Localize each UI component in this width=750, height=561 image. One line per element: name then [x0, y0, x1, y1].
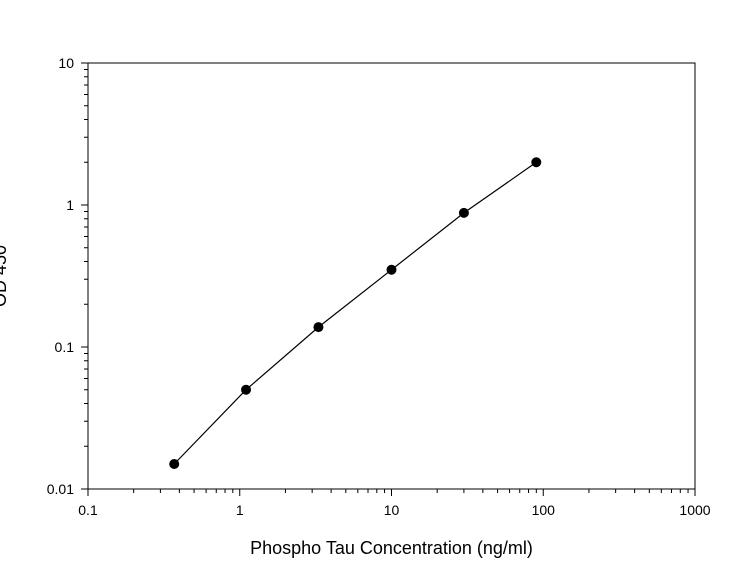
plot-area-frame	[87, 62, 696, 490]
y-tick-label: 10	[58, 55, 74, 71]
y-tick-label: 0.1	[55, 339, 75, 355]
x-tick-label: 0.1	[78, 502, 98, 518]
x-tick-label: 1	[236, 502, 244, 518]
y-tick-label: 1	[66, 197, 74, 213]
data-point	[169, 458, 180, 469]
data-point	[531, 157, 542, 168]
x-axis-title: Phospho Tau Concentration (ng/ml)	[250, 538, 533, 558]
data-series	[169, 157, 542, 469]
series-line	[173, 161, 537, 465]
data-point	[458, 207, 469, 218]
y-tick-label: 0.01	[47, 481, 74, 497]
data-point	[241, 384, 252, 395]
x-tick-label: 10	[384, 502, 400, 518]
data-point	[313, 322, 324, 333]
x-tick-label: 1000	[679, 502, 710, 518]
x-tick-label: 100	[532, 502, 556, 518]
data-point	[386, 264, 397, 275]
y-axis-title: OD 450	[0, 245, 10, 307]
